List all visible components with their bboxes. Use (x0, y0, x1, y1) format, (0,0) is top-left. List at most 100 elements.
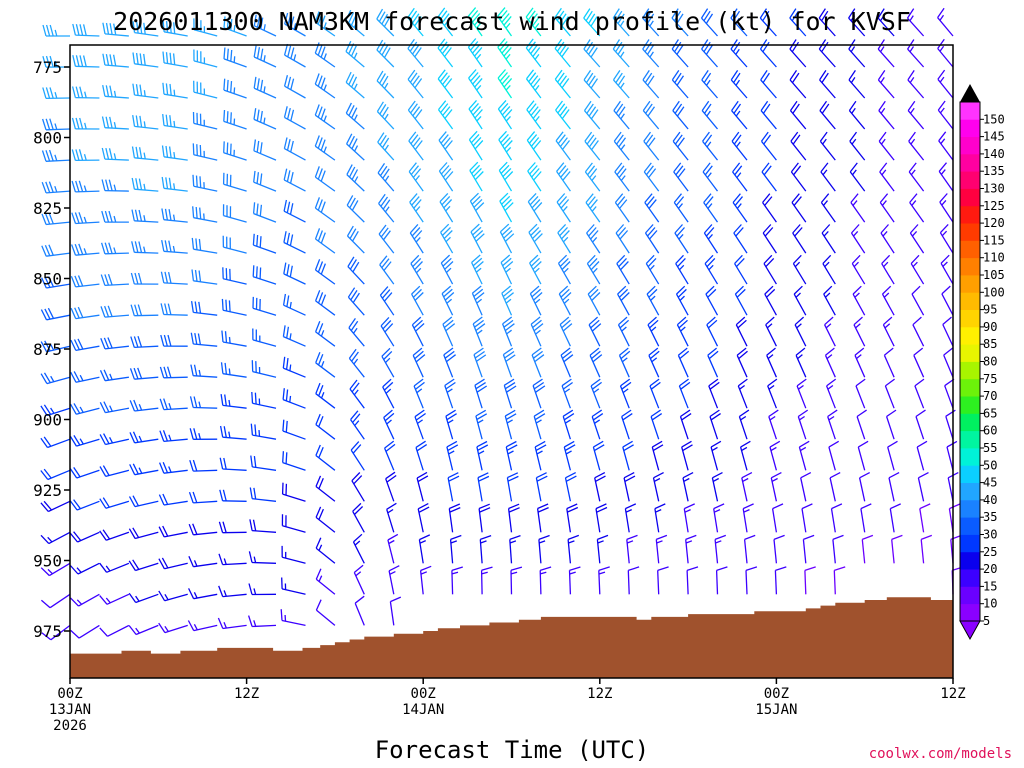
colorbar-swatch (960, 448, 980, 466)
wind-barb (193, 80, 218, 99)
wind-barb (474, 378, 488, 409)
wind-barb (41, 149, 71, 162)
colorbar-label: 115 (983, 233, 1005, 247)
wind-barb (99, 624, 130, 637)
wind-barb (588, 316, 602, 347)
wind-barb (162, 51, 188, 68)
wind-barb (626, 534, 638, 564)
wind-barb (252, 328, 277, 347)
y-axis: 775 800 825 850 875 900 925 950 975 (33, 58, 70, 641)
colorbar-label: 40 (983, 493, 997, 507)
wind-barb (193, 49, 218, 68)
wind-barb (248, 583, 277, 596)
wind-barb (498, 130, 513, 161)
wind-barb (567, 534, 580, 564)
wind-barb (889, 503, 901, 533)
wind-barb (819, 70, 836, 99)
wind-barb (131, 146, 159, 161)
wind-barb (702, 131, 719, 161)
y-tick-label: 775 (33, 58, 62, 77)
wind-barb (252, 296, 277, 316)
wind-barb (467, 7, 483, 37)
colorbar-swatch (960, 153, 980, 172)
wind-barb (510, 566, 523, 595)
wind-barb (191, 269, 218, 285)
wind-barb (731, 100, 748, 130)
wind-barb (70, 275, 100, 288)
colorbar-swatch (960, 292, 980, 310)
wind-barb (564, 472, 577, 502)
wind-barb (624, 503, 637, 533)
wind-barb (849, 131, 866, 161)
x-tick-label: 13JAN (49, 702, 91, 718)
wind-barb (444, 378, 456, 409)
wind-barb (129, 463, 159, 476)
wind-barb (708, 378, 720, 409)
credit-text: coolwx.com/models (869, 746, 1012, 762)
x-tick-label: 14JAN (402, 702, 444, 718)
wind-barb (794, 316, 807, 347)
wind-barb (438, 162, 454, 192)
wind-barb (879, 162, 895, 192)
wind-barb (613, 100, 630, 130)
wind-barbs-layer (40, 7, 964, 641)
wind-barb (40, 307, 71, 321)
wind-barb (701, 39, 718, 68)
wind-barb (501, 316, 515, 347)
wind-barb (878, 131, 895, 161)
wind-barb (885, 409, 897, 440)
wind-barb (345, 71, 365, 99)
wind-barb (101, 179, 129, 192)
wind-barb (70, 403, 100, 415)
wind-barb (764, 285, 777, 316)
wind-barb (41, 244, 71, 257)
wind-barb (315, 475, 336, 502)
wind-barb (449, 534, 462, 564)
wind-barb (539, 566, 552, 595)
wind-barb (715, 566, 728, 595)
x-tick-label: 00Z (764, 686, 789, 702)
wind-barb (158, 525, 188, 538)
wind-barb (283, 43, 306, 68)
wind-barb (223, 78, 247, 99)
wind-barb (219, 489, 247, 502)
wind-barb (477, 472, 490, 502)
wind-barb (221, 298, 247, 316)
wind-barb (616, 254, 630, 285)
wind-barb (860, 503, 872, 533)
wind-barb (586, 254, 601, 285)
wind-barb (218, 553, 247, 566)
plot-frame (69, 44, 954, 679)
colorbar-swatch (960, 361, 980, 380)
wind-barb (251, 391, 277, 409)
colorbar-label: 90 (983, 320, 997, 334)
wind-barb (441, 285, 455, 316)
wind-barb (315, 599, 336, 626)
wind-barb (828, 440, 840, 471)
wind-barb (314, 197, 336, 223)
wind-barb (908, 131, 925, 161)
wind-barb (908, 162, 925, 192)
wind-barb (478, 503, 491, 533)
wind-barb (40, 468, 71, 481)
wind-barb (41, 181, 71, 194)
wind-barb (440, 254, 454, 285)
wind-barb (701, 70, 718, 99)
wind-barb (377, 163, 395, 192)
wind-barb (703, 224, 719, 254)
wind-barb (849, 162, 866, 192)
wind-barb (768, 409, 779, 440)
wind-barb (407, 100, 424, 130)
wind-barb (878, 100, 895, 130)
colorbar-label: 10 (983, 597, 997, 611)
x-tick-label: 12Z (587, 686, 612, 702)
wind-barb (315, 537, 336, 564)
y-tick-label: 975 (33, 622, 62, 641)
wind-barb (709, 409, 721, 440)
wind-barb (158, 590, 188, 602)
colorbar-swatch (960, 119, 980, 137)
wind-barb (555, 131, 571, 161)
wind-barb (946, 440, 958, 471)
y-tick-label: 850 (33, 270, 62, 289)
wind-barb (162, 20, 188, 37)
